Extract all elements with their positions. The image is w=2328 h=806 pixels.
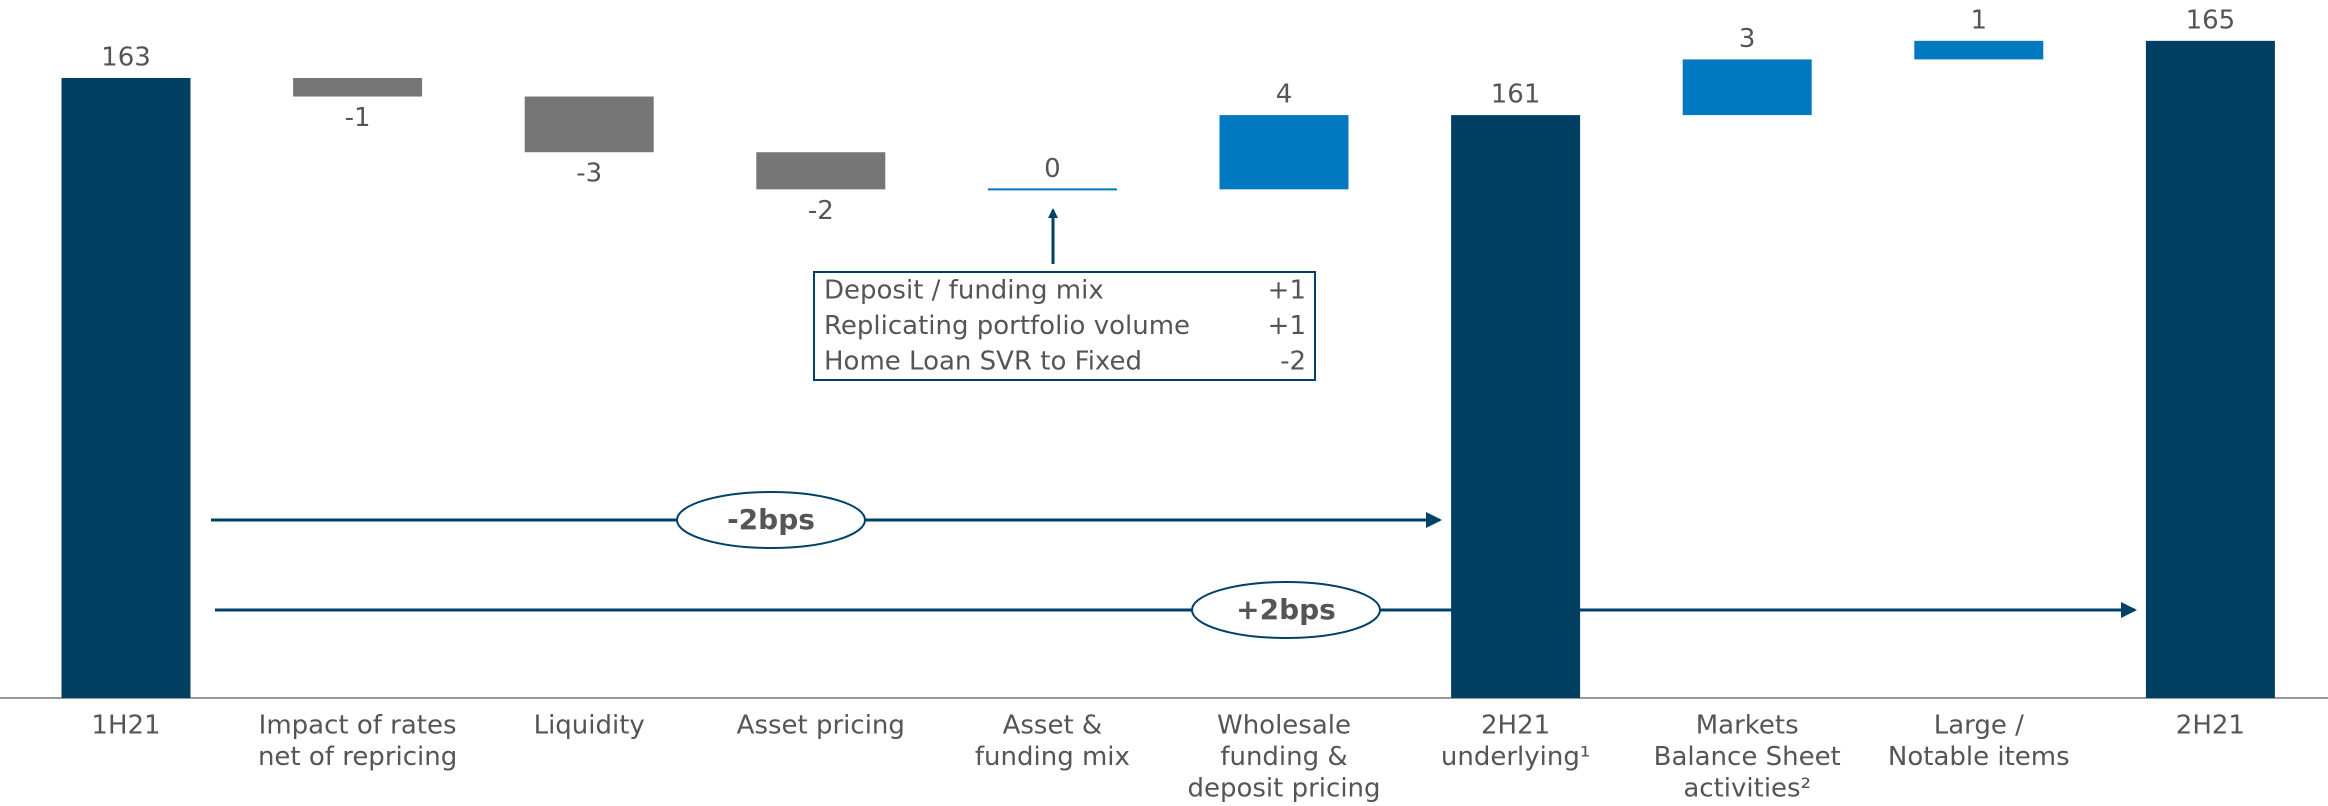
bar (1219, 115, 1349, 190)
annotation-box (813, 271, 1316, 381)
x-tick-label: 1H21 (91, 711, 160, 741)
bar (1914, 40, 2044, 60)
x-tick-label: funding & (1220, 742, 1347, 772)
x-tick-label: Notable items (1888, 742, 2070, 772)
bar (2145, 40, 2275, 698)
annotation-value: -2 (1280, 347, 1306, 377)
value-label: 3 (1739, 24, 1756, 54)
value-label: 4 (1276, 80, 1293, 110)
x-tick-label: activities² (1683, 774, 1811, 804)
annotation-text: Home Loan SVR to Fixed (824, 347, 1142, 377)
bar (61, 77, 191, 699)
x-tick-label: underlying¹ (1441, 742, 1590, 772)
bridge-bubble (1191, 581, 1381, 639)
value-label: 0 (1044, 154, 1061, 184)
value-label: -3 (576, 159, 602, 189)
bridge-label: -2bps (727, 503, 815, 536)
bar (293, 77, 423, 97)
bar (1451, 115, 1581, 698)
x-tick-label: 2H21 (1481, 711, 1550, 741)
x-tick-label: Balance Sheet (1654, 742, 1841, 772)
bridge-bubble (676, 491, 866, 549)
annotation-text: Replicating portfolio volume (824, 311, 1190, 341)
bridge-label: +2bps (1236, 593, 1336, 626)
value-label: -1 (345, 103, 371, 133)
value-label: 161 (1491, 80, 1541, 110)
annotation-value: +1 (1268, 276, 1306, 306)
value-label: -2 (808, 196, 834, 226)
x-tick-label: Large / (1934, 711, 2024, 741)
x-tick-label: 2H21 (2176, 711, 2245, 741)
annotation-value: +1 (1268, 311, 1306, 341)
x-tick-label: Asset & (1003, 711, 1103, 741)
x-tick-label: Impact of rates (259, 711, 457, 741)
bar (756, 152, 886, 190)
x-tick-label: Liquidity (534, 711, 645, 741)
value-label: 163 (101, 42, 151, 72)
x-tick-label: net of repricing (258, 742, 457, 772)
x-tick-label: Wholesale (1217, 711, 1351, 741)
bar (524, 96, 654, 153)
value-label: 1 (1971, 5, 1988, 35)
x-tick-label: deposit pricing (1187, 774, 1380, 804)
annotation-text: Deposit / funding mix (824, 276, 1104, 306)
x-tick-label: Asset pricing (737, 711, 905, 741)
value-label: 165 (2186, 5, 2236, 35)
x-tick-label: funding mix (975, 742, 1130, 772)
x-tick-label: Markets (1696, 711, 1799, 741)
bar (1682, 59, 1812, 116)
